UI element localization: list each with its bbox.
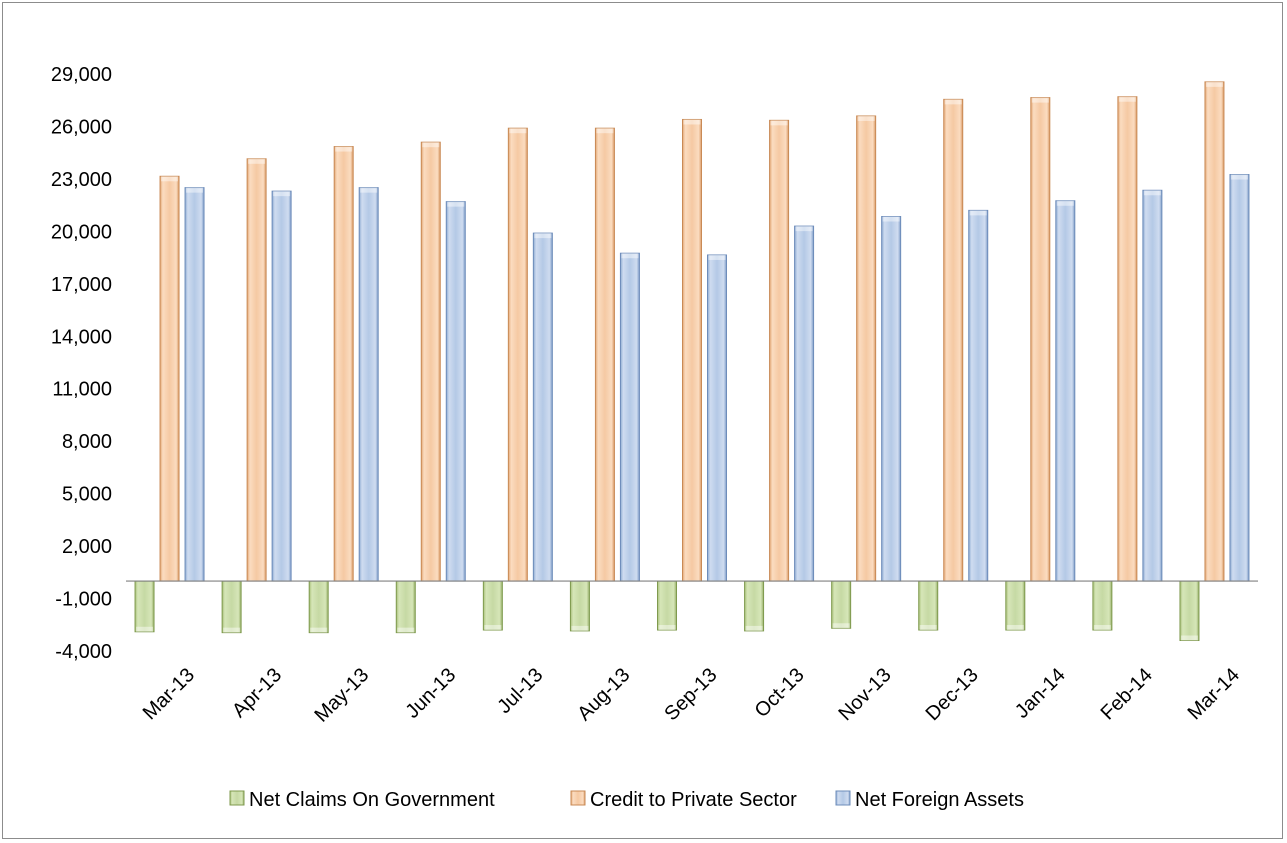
bar-credit-to-private-sector [943, 98, 964, 582]
bar-credit-to-private-sector [682, 118, 702, 582]
legend-label: Credit to Private Sector [590, 789, 797, 811]
bar-net-claims-on-government [134, 580, 155, 633]
legend-swatch [229, 790, 245, 806]
bar-credit-to-private-sector [1204, 81, 1225, 582]
bar-net-claims-on-government [308, 580, 329, 634]
legend-swatch [570, 790, 586, 806]
bar-credit-to-private-sector [159, 175, 180, 582]
x-tick-label: Mar-14 [1184, 664, 1244, 724]
bar-net-claims-on-government [221, 580, 242, 634]
x-tick-label: Mar-13 [139, 664, 199, 724]
y-tick-label: 14,000 [51, 326, 112, 348]
plot-area [126, 81, 1258, 642]
bar-credit-to-private-sector [420, 141, 441, 582]
bar-net-foreign-assets [1142, 189, 1163, 582]
y-tick-label: 20,000 [51, 221, 112, 243]
x-tick-label: Aug-13 [573, 664, 634, 725]
x-tick-label: May-13 [311, 664, 374, 727]
legend: Net Claims On Government Credit to Privat… [229, 789, 1024, 811]
x-tick-label: Jul-13 [493, 664, 547, 718]
bar-credit-to-private-sector [769, 119, 790, 582]
bar-net-claims-on-government [831, 580, 852, 629]
x-axis: Mar-13 Apr-13 May-13 Jun-13 Jul-13 Aug-13 Sep-… [139, 664, 1244, 727]
bar-net-foreign-assets [619, 252, 640, 582]
bar-net-foreign-assets [1229, 174, 1250, 582]
legend-item-net-foreign-assets: Net Foreign Assets [835, 789, 1024, 811]
bar-net-foreign-assets [445, 201, 466, 582]
y-tick-label: 8,000 [62, 431, 112, 453]
bar-net-foreign-assets [881, 216, 902, 582]
bar-net-foreign-assets [184, 187, 205, 582]
bar-net-claims-on-government [657, 580, 677, 631]
bar-credit-to-private-sector [856, 115, 877, 582]
bar-credit-to-private-sector [507, 127, 528, 582]
x-tick-label: Jan-14 [1011, 664, 1070, 723]
legend-item-credit-to-private-sector: Credit to Private Sector [570, 789, 797, 811]
legend-swatch [835, 790, 851, 806]
x-tick-label: Apr-13 [228, 664, 286, 722]
bar-net-claims-on-government [918, 580, 939, 631]
x-tick-label: Sep-13 [660, 664, 721, 725]
legend-label: Net Claims On Government [249, 789, 495, 811]
bar-credit-to-private-sector [246, 158, 267, 582]
x-tick-label: Nov-13 [835, 664, 896, 725]
bar-net-claims-on-government [395, 580, 416, 634]
bar-credit-to-private-sector [1117, 96, 1138, 582]
y-tick-label: 17,000 [51, 274, 112, 296]
y-tick-label: 2,000 [62, 536, 112, 558]
y-tick-label: -4,000 [55, 641, 112, 663]
y-tick-label: 29,000 [51, 64, 112, 86]
bar-net-foreign-assets [1055, 200, 1076, 582]
bar-net-foreign-assets [968, 209, 989, 582]
y-tick-label: 5,000 [62, 484, 112, 506]
y-tick-label: 26,000 [51, 116, 112, 138]
x-tick-label: Jun-13 [402, 664, 461, 723]
bar-net-claims-on-government [1092, 580, 1113, 631]
bar-net-claims-on-government [482, 580, 503, 631]
y-tick-label: 11,000 [52, 379, 112, 401]
bar-net-foreign-assets [532, 232, 553, 582]
bar-credit-to-private-sector [594, 127, 615, 582]
x-tick-label: Dec-13 [922, 664, 983, 725]
y-tick-label: -1,000 [55, 589, 112, 611]
bar-net-claims-on-government [744, 580, 765, 632]
bar-net-foreign-assets [358, 187, 379, 582]
bar-net-foreign-assets [794, 225, 815, 582]
y-axis: 29,000 26,000 23,000 20,000 17,000 14,000 11,0… [51, 64, 112, 663]
legend-label: Net Foreign Assets [855, 789, 1024, 811]
bar-net-claims-on-government [1179, 580, 1200, 642]
bar-net-claims-on-government [569, 580, 590, 632]
x-tick-label: Feb-14 [1097, 664, 1157, 724]
legend-item-net-claims-on-government: Net Claims On Government [229, 789, 495, 811]
bar-credit-to-private-sector [333, 146, 354, 582]
y-tick-label: 23,000 [51, 169, 112, 191]
bar-net-foreign-assets [271, 190, 292, 582]
bar-net-claims-on-government [1005, 580, 1026, 631]
x-tick-label: Oct-13 [751, 664, 809, 722]
bar-net-foreign-assets [707, 254, 727, 582]
bar-credit-to-private-sector [1030, 97, 1051, 582]
